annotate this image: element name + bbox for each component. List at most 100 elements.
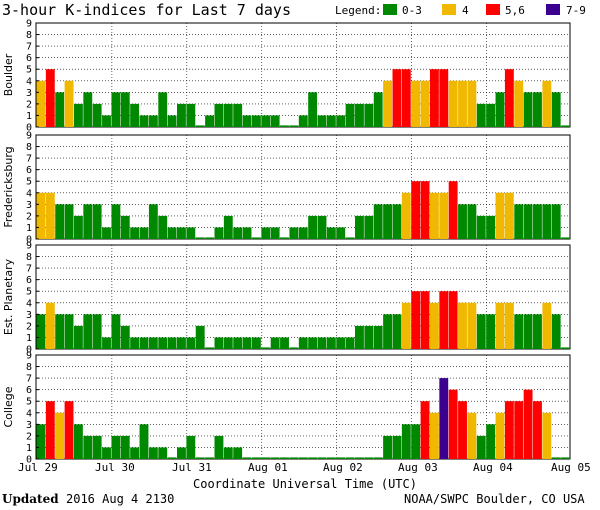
legend-item-0: 0-3 <box>383 4 422 17</box>
k-index-bar <box>364 325 374 349</box>
k-index-bar <box>186 103 196 127</box>
k-index-bar <box>308 457 318 459</box>
legend-text-0: 0-3 <box>402 4 422 17</box>
k-index-bar <box>392 204 402 239</box>
k-index-bar <box>476 435 486 459</box>
k-index-bar <box>355 103 364 127</box>
y-tick-label: 4 <box>26 188 32 199</box>
k-index-bar <box>439 378 449 459</box>
k-index-bar <box>158 92 168 127</box>
k-index-bar <box>120 325 130 349</box>
k-index-bar <box>373 325 383 349</box>
k-index-bar <box>514 204 524 239</box>
k-index-bar <box>317 457 327 459</box>
k-index-bar <box>223 447 233 459</box>
k-index-bar <box>251 337 261 349</box>
k-index-bar <box>420 291 430 349</box>
k-index-bar <box>317 115 327 127</box>
k-index-bar <box>186 435 196 459</box>
legend-swatch-3 <box>546 4 560 15</box>
k-index-bar <box>504 192 514 239</box>
k-index-bar <box>233 103 243 127</box>
k-index-bar <box>130 337 140 349</box>
k-index-bar <box>92 435 102 459</box>
k-index-bar <box>467 204 477 239</box>
k-index-bar <box>167 115 177 127</box>
k-index-bar <box>214 227 224 239</box>
k-index-bar <box>411 291 421 349</box>
legend-text-2: 5,6 <box>505 4 525 17</box>
k-index-bar <box>467 302 477 349</box>
k-index-bar <box>233 337 243 349</box>
y-tick-label: 6 <box>26 165 32 176</box>
x-tick-label-7: Aug 05 <box>551 461 591 474</box>
k-index-bar <box>401 302 411 349</box>
k-index-bar <box>186 337 196 349</box>
k-index-bar <box>251 457 261 459</box>
k-index-bar <box>73 424 83 459</box>
k-index-bar <box>542 80 552 127</box>
y-tick-label: 3 <box>26 420 32 431</box>
k-index-bar <box>73 215 83 239</box>
data-source: NOAA/SWPC Boulder, CO USA <box>404 492 585 506</box>
k-index-bar <box>561 347 570 349</box>
k-index-bar <box>458 80 467 127</box>
y-tick-label: 9 <box>26 19 32 30</box>
y-tick-label: 5 <box>26 397 32 408</box>
k-index-bar <box>336 457 346 459</box>
k-index-bar <box>261 347 271 349</box>
k-index-bar <box>411 181 421 239</box>
k-index-bar <box>92 103 102 127</box>
k-index-bar <box>514 80 524 127</box>
panel-label: Est. Planetary <box>2 258 15 335</box>
k-index-bar <box>551 204 561 239</box>
k-index-bar <box>429 302 439 349</box>
k-index-bar <box>195 457 205 459</box>
y-tick-label: 0 <box>26 345 32 356</box>
k-index-bar <box>364 103 374 127</box>
y-tick-label: 7 <box>26 264 32 275</box>
k-index-bar <box>514 314 524 349</box>
k-index-bar <box>45 192 55 239</box>
k-index-bar <box>373 457 383 459</box>
k-index-bar <box>195 237 205 239</box>
k-index-bar <box>551 92 561 127</box>
k-index-bar <box>392 314 402 349</box>
k-index-bar <box>139 115 149 127</box>
k-index-bar <box>36 314 46 349</box>
y-tick-label: 9 <box>26 351 32 362</box>
k-index-bar <box>289 227 299 239</box>
k-index-bar <box>223 337 233 349</box>
k-index-bar <box>139 424 149 459</box>
y-tick-label: 1 <box>26 223 32 234</box>
k-index-bar <box>486 424 496 459</box>
y-tick-label: 1 <box>26 443 32 454</box>
k-index-bar <box>355 325 364 349</box>
legend-text-1: 4 <box>462 4 469 17</box>
k-index-bar <box>448 291 458 349</box>
k-index-bar <box>177 337 186 349</box>
y-tick-label: 6 <box>26 275 32 286</box>
y-tick-label: 6 <box>26 53 32 64</box>
y-tick-label: 8 <box>26 142 32 153</box>
panel-label: Boulder <box>2 53 15 96</box>
y-tick-label: 6 <box>26 385 32 396</box>
k-index-bar <box>289 125 299 127</box>
k-index-bar <box>326 457 336 459</box>
k-index-bar <box>514 401 524 459</box>
k-index-bar <box>355 457 364 459</box>
legend-label: Legend: <box>335 4 381 17</box>
k-index-bar <box>533 92 542 127</box>
k-index-bar <box>523 314 533 349</box>
k-index-bar <box>336 227 346 239</box>
k-index-bar <box>476 103 486 127</box>
y-tick-label: 8 <box>26 30 32 41</box>
y-tick-label: 8 <box>26 362 32 373</box>
k-index-bar <box>458 401 467 459</box>
y-tick-label: 3 <box>26 88 32 99</box>
updated-timestamp: 2016 Aug 4 2130 <box>66 492 174 506</box>
y-tick-label: 0 <box>26 123 32 134</box>
k-index-bar <box>120 92 130 127</box>
